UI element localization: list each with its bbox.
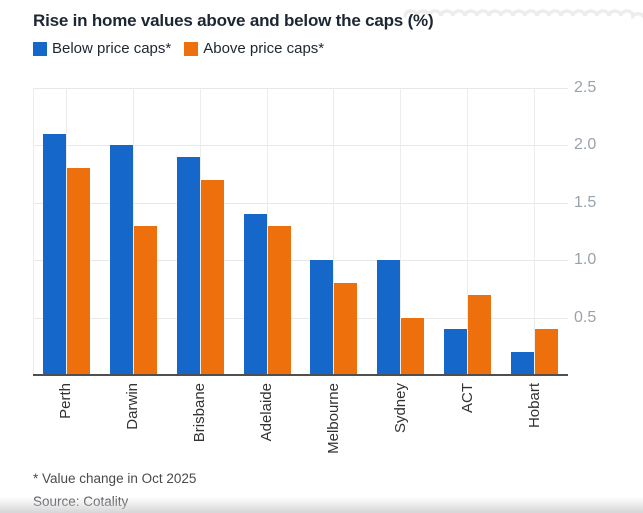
gridline-sydney — [400, 88, 402, 375]
category-label-brisbane: Brisbane — [191, 383, 209, 443]
bar-above-darwin — [133, 225, 157, 375]
category-label-hobart: Hobart — [525, 383, 543, 429]
ytick-label-2.5: 2.5 — [574, 79, 597, 96]
decorative-wave-pattern — [404, 9, 643, 19]
bar-below-darwin — [109, 145, 133, 375]
category-label-adelaide: Adelaide — [258, 383, 276, 442]
ytick-label-2.0: 2.0 — [574, 136, 597, 154]
gridline-melbourne — [333, 88, 335, 375]
bar-below-melbourne — [310, 260, 334, 375]
bar-above-melbourne — [334, 283, 358, 375]
gridline-y-1.0 — [33, 260, 568, 262]
legend-label-below: Below price caps* — [52, 40, 172, 57]
plot-area — [33, 88, 568, 376]
bar-above-perth — [66, 168, 90, 375]
bar-above-adelaide — [267, 225, 291, 375]
x-axis-line — [33, 374, 568, 376]
gridline-adelaide — [266, 88, 268, 375]
gridline-brisbane — [199, 88, 201, 375]
bar-below-brisbane — [176, 156, 200, 375]
bar-above-hobart — [535, 329, 559, 375]
gridline-perth — [65, 88, 67, 375]
bar-above-sydney — [401, 317, 425, 375]
bar-below-act — [444, 329, 468, 375]
category-label-melbourne: Melbourne — [324, 383, 342, 454]
category-label-perth: Perth — [57, 383, 75, 419]
gridline-y-2.5 — [33, 88, 568, 89]
gridline-darwin — [132, 88, 134, 375]
bar-below-hobart — [511, 352, 535, 375]
gridline-left-edge — [33, 88, 34, 375]
category-label-sydney: Sydney — [391, 383, 409, 434]
category-label-act: ACT — [458, 383, 476, 413]
bar-below-adelaide — [243, 214, 267, 375]
bar-below-perth — [42, 133, 66, 375]
legend-label-above: Above price caps* — [203, 40, 325, 57]
ytick-label-1.0: 1.0 — [574, 251, 597, 269]
gridline-act — [467, 88, 469, 375]
legend-item-below: Below price caps* — [33, 40, 171, 57]
bar-below-sydney — [377, 260, 401, 375]
category-label-darwin: Darwin — [124, 383, 142, 430]
source-attribution: Source: Cotality — [33, 494, 129, 509]
gridline-hobart — [534, 88, 536, 375]
legend-swatch-above — [184, 41, 199, 56]
chart-title: Rise in home values above and below the … — [33, 11, 434, 30]
legend-item-above: Above price caps* — [184, 40, 324, 57]
legend-swatch-below — [33, 41, 47, 56]
gridline-y-0.5 — [33, 317, 568, 319]
ytick-label-0.5: 0.5 — [574, 308, 597, 326]
ytick-label-1.5: 1.5 — [574, 193, 597, 211]
legend: Below price caps* Above price caps* — [33, 40, 324, 57]
gridline-y-2.0 — [33, 145, 568, 147]
bar-above-brisbane — [200, 179, 224, 375]
footnote: * Value change in Oct 2025 — [33, 471, 197, 486]
gridline-y-1.5 — [33, 202, 568, 204]
bar-above-act — [468, 294, 492, 375]
